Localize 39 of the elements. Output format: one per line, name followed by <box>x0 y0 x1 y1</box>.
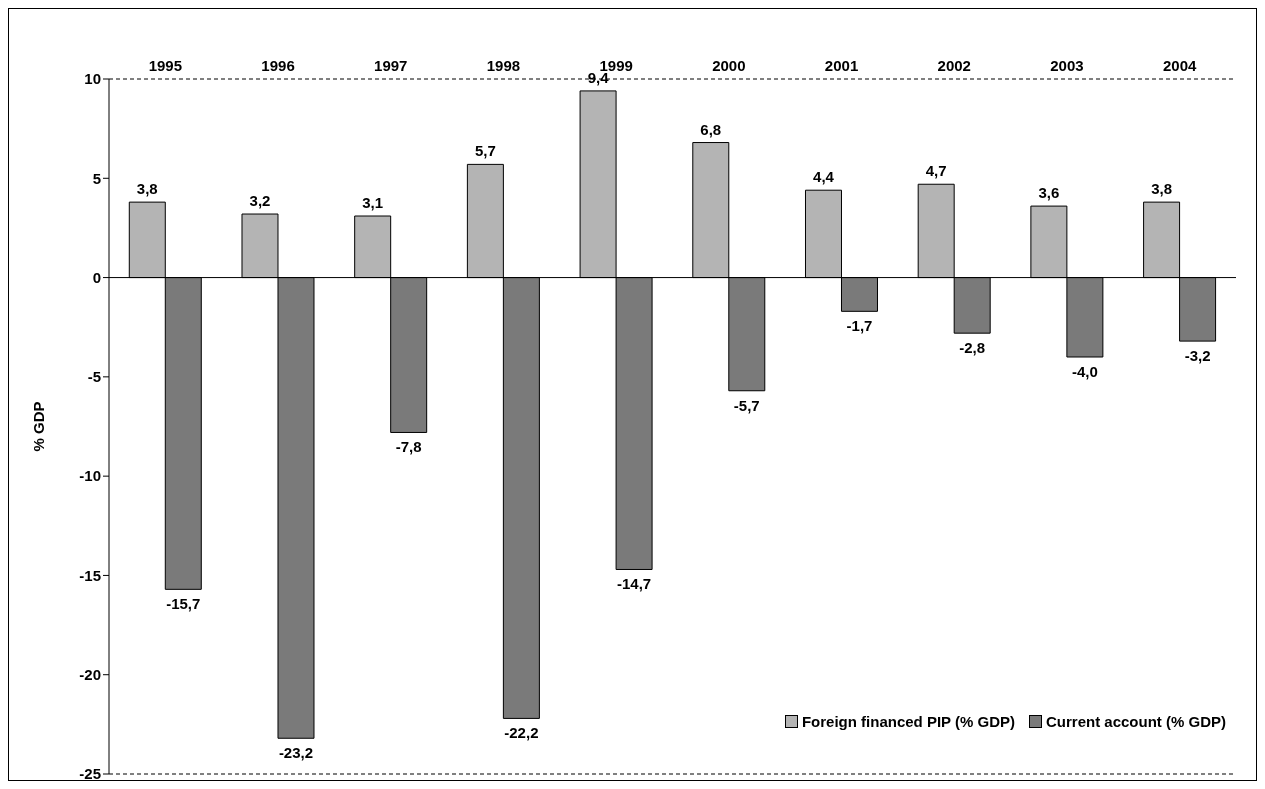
data-label: 3,6 <box>1038 184 1060 202</box>
data-label: 5,7 <box>474 142 496 160</box>
data-label: 4,7 <box>925 162 947 180</box>
x-tick-label: 1995 <box>148 57 183 74</box>
x-tick-label: 2004 <box>1162 57 1197 74</box>
x-tick-label: 2001 <box>824 57 859 74</box>
y-tick-label: -25 <box>79 765 101 783</box>
data-label: -23,2 <box>278 744 314 762</box>
x-tick-label: 2002 <box>937 57 971 74</box>
x-tick-label: 1998 <box>486 57 521 74</box>
y-tick-label: 5 <box>92 169 101 187</box>
y-tick-label: -10 <box>79 467 101 485</box>
data-label: 4,4 <box>813 168 835 186</box>
data-label: 3,2 <box>249 192 271 210</box>
data-label: 3,8 <box>1151 180 1173 198</box>
x-tick-label: 1997 <box>374 57 408 74</box>
y-tick-label: 10 <box>84 70 101 88</box>
x-tick-label: 1996 <box>261 57 295 74</box>
data-label: -15,7 <box>166 595 201 613</box>
data-label: 3,1 <box>362 194 384 212</box>
y-tick-label: 0 <box>92 268 101 286</box>
data-label: -5,7 <box>733 396 760 414</box>
data-label: -7,8 <box>395 438 422 456</box>
y-tick-label: -20 <box>79 666 101 684</box>
x-tick-label: 2003 <box>1050 57 1084 74</box>
data-label: -22,2 <box>504 724 539 742</box>
data-label: -3,2 <box>1184 347 1211 365</box>
data-label: -1,7 <box>846 317 873 335</box>
data-label: 6,8 <box>700 120 722 138</box>
y-tick-label: -5 <box>87 368 101 386</box>
data-label: 3,8 <box>136 180 158 198</box>
legend-label: Current account (% GDP) <box>1045 713 1226 730</box>
data-label: -14,7 <box>616 575 652 593</box>
data-label: -4,0 <box>1071 363 1098 380</box>
y-tick-label: -15 <box>79 566 101 584</box>
legend-label: Foreign financed PIP (% GDP) <box>801 713 1015 730</box>
y-axis-title: % GDP <box>30 401 48 452</box>
data-label: -2,8 <box>959 339 986 357</box>
x-tick-label: 2000 <box>712 57 746 74</box>
